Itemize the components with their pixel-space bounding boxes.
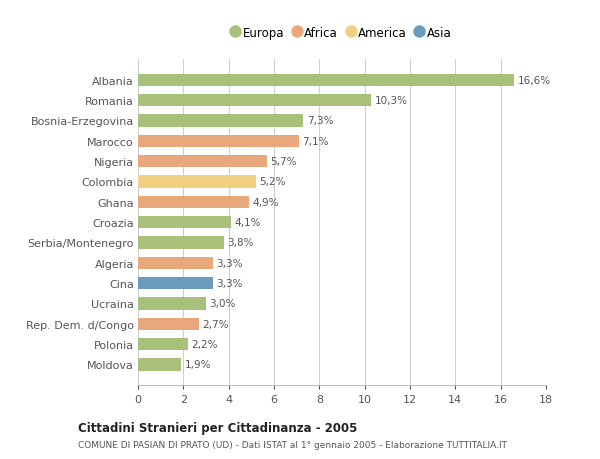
Text: 10,3%: 10,3% [375,96,408,106]
Bar [138,156,267,168]
Bar [138,358,181,371]
Text: 4,9%: 4,9% [253,197,279,207]
Text: 7,1%: 7,1% [302,136,329,146]
Text: 3,8%: 3,8% [227,238,254,248]
Bar [138,115,304,127]
Text: 5,2%: 5,2% [259,177,286,187]
Bar [138,338,188,351]
Bar [138,257,213,269]
Bar [138,217,231,229]
Text: 7,3%: 7,3% [307,116,334,126]
Text: 1,9%: 1,9% [184,360,211,369]
Bar [138,318,199,330]
Bar [138,176,256,188]
Text: 2,2%: 2,2% [191,339,218,349]
Text: Cittadini Stranieri per Cittadinanza - 2005: Cittadini Stranieri per Cittadinanza - 2… [78,421,358,434]
Bar [138,95,371,107]
Text: 3,3%: 3,3% [216,258,242,268]
Bar [138,277,213,290]
Legend: Europa, Africa, America, Asia: Europa, Africa, America, Asia [229,23,455,43]
Text: 2,7%: 2,7% [203,319,229,329]
Text: 4,1%: 4,1% [235,218,261,228]
Text: 16,6%: 16,6% [518,76,551,85]
Bar [138,298,206,310]
Text: 3,0%: 3,0% [209,299,236,309]
Text: 5,7%: 5,7% [271,157,297,167]
Text: 3,3%: 3,3% [216,279,242,288]
Bar [138,135,299,147]
Text: COMUNE DI PASIAN DI PRATO (UD) - Dati ISTAT al 1° gennaio 2005 - Elaborazione TU: COMUNE DI PASIAN DI PRATO (UD) - Dati IS… [78,440,507,449]
Bar [138,237,224,249]
Bar [138,74,514,87]
Bar [138,196,249,208]
